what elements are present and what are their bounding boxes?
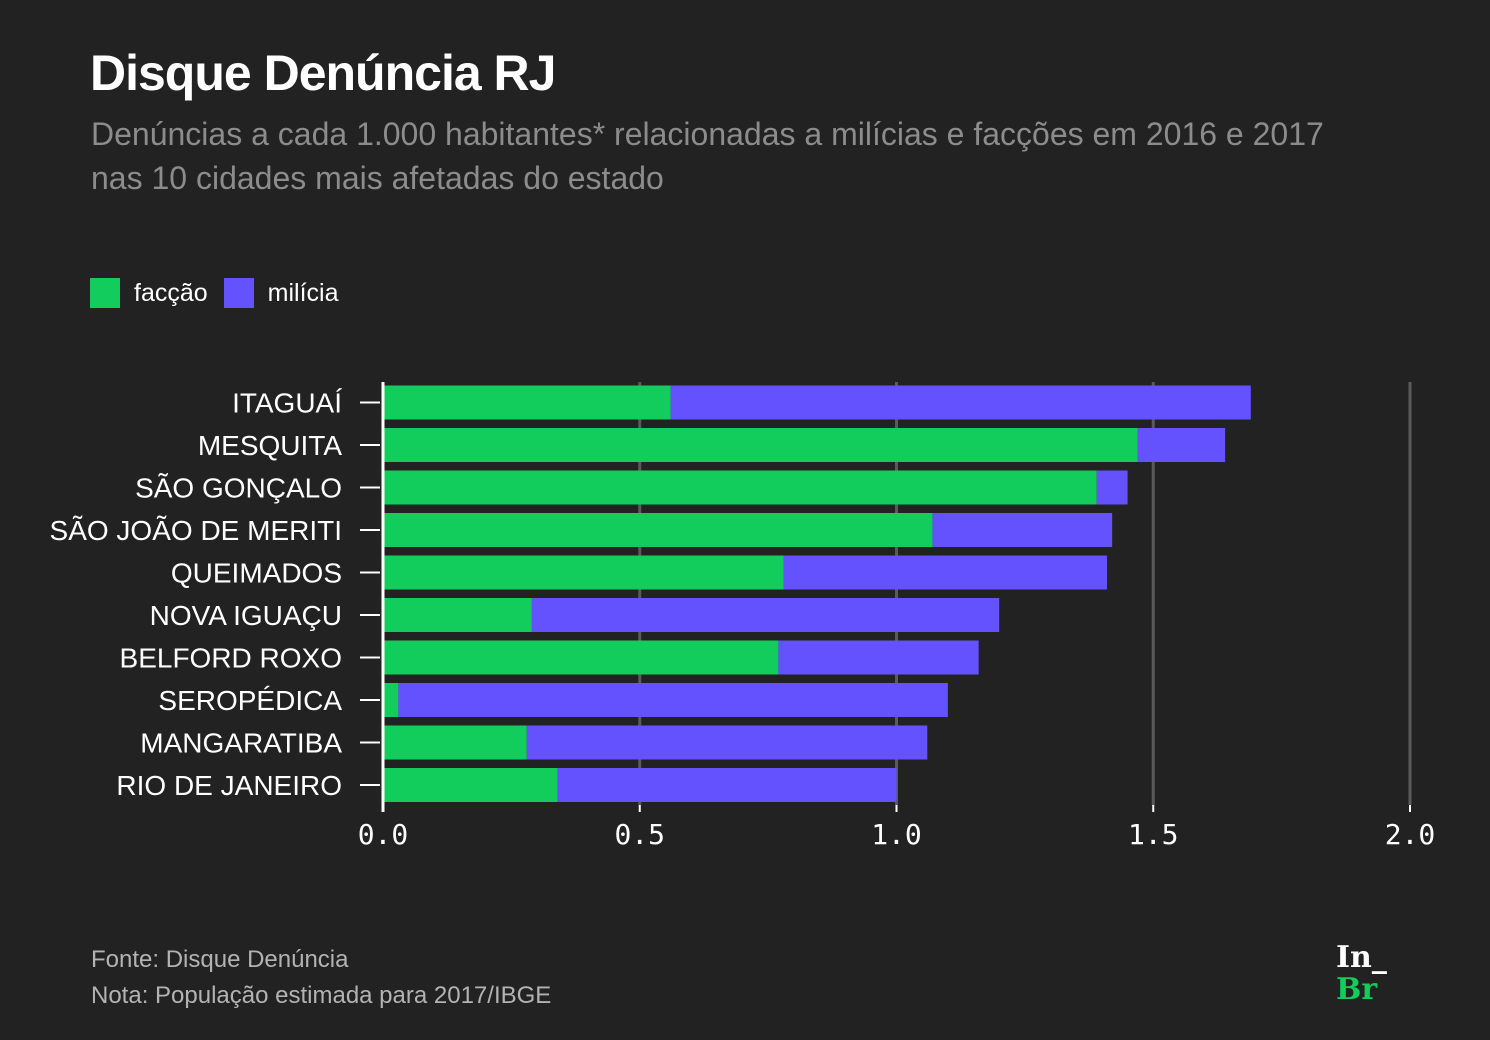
- logo: In_ Br: [1336, 942, 1387, 1006]
- x-tick-label: 0.5: [614, 818, 665, 851]
- chart-subtitle: Denúncias a cada 1.000 habitantes* relac…: [91, 116, 1324, 196]
- bar-faccao: [383, 470, 1097, 505]
- population-note: Nota: População estimada para 2017/IBGE: [91, 982, 552, 1009]
- bar-faccao: [383, 640, 779, 675]
- bar-milicia: [1096, 470, 1128, 505]
- bar-faccao: [383, 428, 1138, 462]
- bar-faccao: [383, 768, 558, 802]
- bar-milicia: [783, 555, 1108, 590]
- x-tick-label: 0.0: [358, 818, 409, 851]
- bar-milicia: [932, 513, 1113, 547]
- y-tick-label: RIO DE JANEIRO: [116, 770, 342, 801]
- y-tick-label: QUEIMADOS: [171, 558, 342, 589]
- bar-milicia: [526, 725, 928, 760]
- legend: facção milícia: [90, 278, 355, 308]
- y-tick-label: ITAGUAÍ: [232, 388, 342, 419]
- legend-item-milicia: milícia: [223, 278, 339, 308]
- y-tick-label: SEROPÉDICA: [158, 685, 342, 716]
- bar-milicia: [778, 640, 979, 675]
- footer: Fonte: Disque Denúncia Nota: População e…: [91, 942, 551, 1014]
- y-tick-label: MESQUITA: [198, 430, 342, 461]
- chart-title: Disque Denúncia RJ: [90, 45, 556, 101]
- legend-label-faccao: facção: [134, 278, 208, 307]
- x-tick-label: 2.0: [1385, 818, 1436, 851]
- y-tick-label: MANGARATIBA: [140, 728, 342, 759]
- bar-faccao: [383, 598, 532, 632]
- bar-milicia: [398, 683, 948, 717]
- bar-faccao: [383, 555, 784, 590]
- bar-faccao: [383, 385, 671, 420]
- legend-swatch-faccao: [90, 278, 120, 308]
- x-tick-label: 1.5: [1128, 818, 1179, 851]
- logo-top: In_: [1336, 940, 1387, 975]
- bar-faccao: [383, 725, 527, 760]
- logo-bottom: Br: [1336, 972, 1378, 1007]
- bar-milicia: [557, 768, 897, 802]
- bar-faccao: [383, 513, 933, 547]
- bar-milicia: [531, 598, 1000, 632]
- legend-label-milicia: milícia: [267, 278, 339, 307]
- y-tick-label: BELFORD ROXO: [120, 643, 342, 674]
- y-tick-label: SÃO GONÇALO: [135, 473, 342, 504]
- source-note: Fonte: Disque Denúncia: [91, 946, 349, 973]
- y-tick-label: SÃO JOÃO DE MERITI: [50, 515, 342, 546]
- y-tick-label: NOVA IGUAÇU: [150, 600, 342, 631]
- bar-milicia: [1137, 428, 1226, 462]
- x-tick-label: 1.0: [871, 818, 922, 851]
- legend-swatch-milicia: [223, 278, 254, 308]
- legend-item-faccao: facção: [90, 278, 208, 308]
- bar-faccao: [383, 683, 399, 717]
- bar-milicia: [670, 385, 1251, 420]
